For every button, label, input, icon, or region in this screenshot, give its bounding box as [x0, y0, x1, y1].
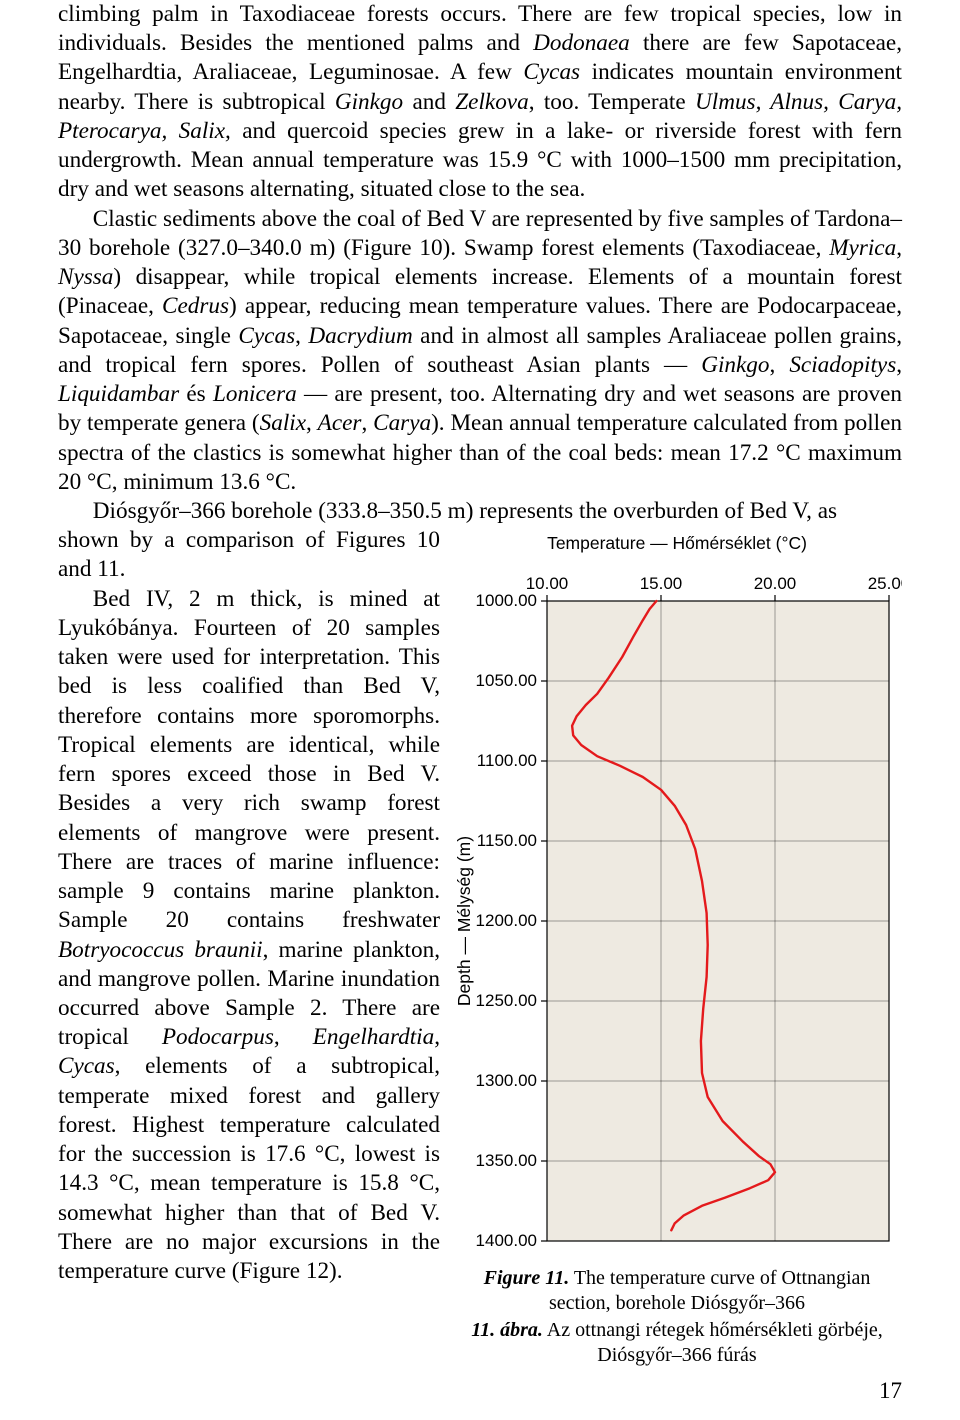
svg-text:Depth — Mélység (m): Depth — Mélység (m): [454, 836, 474, 1006]
chart-x-axis-title: Temperature — Hőmérséklet (°C): [452, 532, 902, 554]
body-text: és: [179, 381, 213, 407]
taxon: Ginkgo: [335, 89, 403, 115]
body-text: , too. Temperate: [529, 89, 695, 115]
body-text: and: [403, 89, 455, 115]
figure-caption-hu: 11. ábra. Az ottnangi rétegek hőmérsékle…: [452, 1318, 902, 1368]
taxon: Dodonaea: [533, 30, 630, 56]
body-text: ,: [361, 410, 373, 436]
body-text: , elements of a subtropical, temperate m…: [58, 1053, 440, 1284]
taxon: Carya: [373, 410, 431, 436]
taxon: Engelhardtia: [313, 1024, 435, 1050]
figure-caption-en: Figure 11. The temperature curve of Ottn…: [452, 1266, 902, 1316]
body-text: ,: [896, 235, 902, 261]
body-text: ,: [295, 323, 308, 349]
right-column: Temperature — Hőmérséklet (°C) 10.0015.0…: [452, 526, 902, 1368]
taxon: Myrica: [829, 235, 896, 261]
svg-text:25.00: 25.00: [868, 574, 902, 593]
svg-text:20.00: 20.00: [754, 574, 797, 593]
paragraph-1: climbing palm in Taxodiaceae forests occ…: [58, 0, 902, 205]
taxon: Acer: [318, 410, 362, 436]
svg-text:1000.00: 1000.00: [476, 591, 537, 610]
taxon: Cycas: [238, 323, 295, 349]
svg-text:1400.00: 1400.00: [476, 1231, 537, 1250]
body-text: Clastic sediments above the coal of Bed …: [58, 206, 902, 261]
figure-text-hu: Az ottnangi rétegek hőmérsékleti görbéje…: [543, 1319, 883, 1366]
taxon: Podocarpus: [162, 1024, 274, 1050]
taxon: Zelkova: [455, 89, 528, 115]
taxon: Cycas: [58, 1053, 115, 1079]
taxon: Salix: [260, 410, 306, 436]
taxon: Cedrus: [162, 293, 229, 319]
taxon: Sciadopitys: [789, 352, 896, 378]
taxon: Liquidambar: [58, 381, 179, 407]
figure-11: Temperature — Hőmérséklet (°C) 10.0015.0…: [452, 532, 902, 1368]
body-text: ,: [434, 1024, 440, 1050]
svg-text:1050.00: 1050.00: [476, 671, 537, 690]
svg-text:1100.00: 1100.00: [477, 751, 537, 770]
taxon: Cycas: [523, 59, 580, 85]
taxon: Dacrydium: [308, 323, 412, 349]
body-text: ,: [306, 410, 318, 436]
svg-text:15.00: 15.00: [640, 574, 683, 593]
taxon: Nyssa: [58, 264, 113, 290]
paragraph-3: Diósgyőr–366 borehole (333.8–350.5 m) re…: [58, 497, 902, 526]
two-column-region: shown by a comparison of Figures 10 and …: [58, 526, 902, 1368]
svg-text:1300.00: 1300.00: [476, 1071, 537, 1090]
paragraph-4: Bed IV, 2 m thick, is mined at Lyukóbány…: [58, 585, 440, 1287]
paragraph-3-continued: shown by a comparison of Figures 10 and …: [58, 526, 440, 584]
figure-text: The temperature curve of Ottnangian sect…: [549, 1267, 870, 1314]
figure-label-hu: 11. ábra.: [471, 1319, 543, 1341]
body-text: ,: [896, 352, 902, 378]
body-text: ,: [769, 352, 789, 378]
figure-label: Figure 11.: [484, 1267, 570, 1289]
paragraph-2: Clastic sediments above the coal of Bed …: [58, 205, 902, 497]
svg-text:1350.00: 1350.00: [476, 1151, 537, 1170]
temperature-depth-chart: 10.0015.0020.0025.001000.001050.001100.0…: [452, 556, 902, 1256]
page: climbing palm in Taxodiaceae forests occ…: [0, 0, 960, 1420]
page-number: 17: [879, 1377, 902, 1406]
svg-text:1250.00: 1250.00: [476, 991, 537, 1010]
svg-text:1150.00: 1150.00: [477, 831, 537, 850]
taxon: Lonicera: [213, 381, 297, 407]
body-text: ,: [274, 1024, 313, 1050]
taxon: Ginkgo: [701, 352, 769, 378]
svg-text:1200.00: 1200.00: [476, 911, 537, 930]
body-text: Bed IV, 2 m thick, is mined at Lyukóbány…: [58, 586, 440, 934]
left-column: shown by a comparison of Figures 10 and …: [58, 526, 452, 1368]
taxon: Botryococcus braunii: [58, 937, 263, 963]
